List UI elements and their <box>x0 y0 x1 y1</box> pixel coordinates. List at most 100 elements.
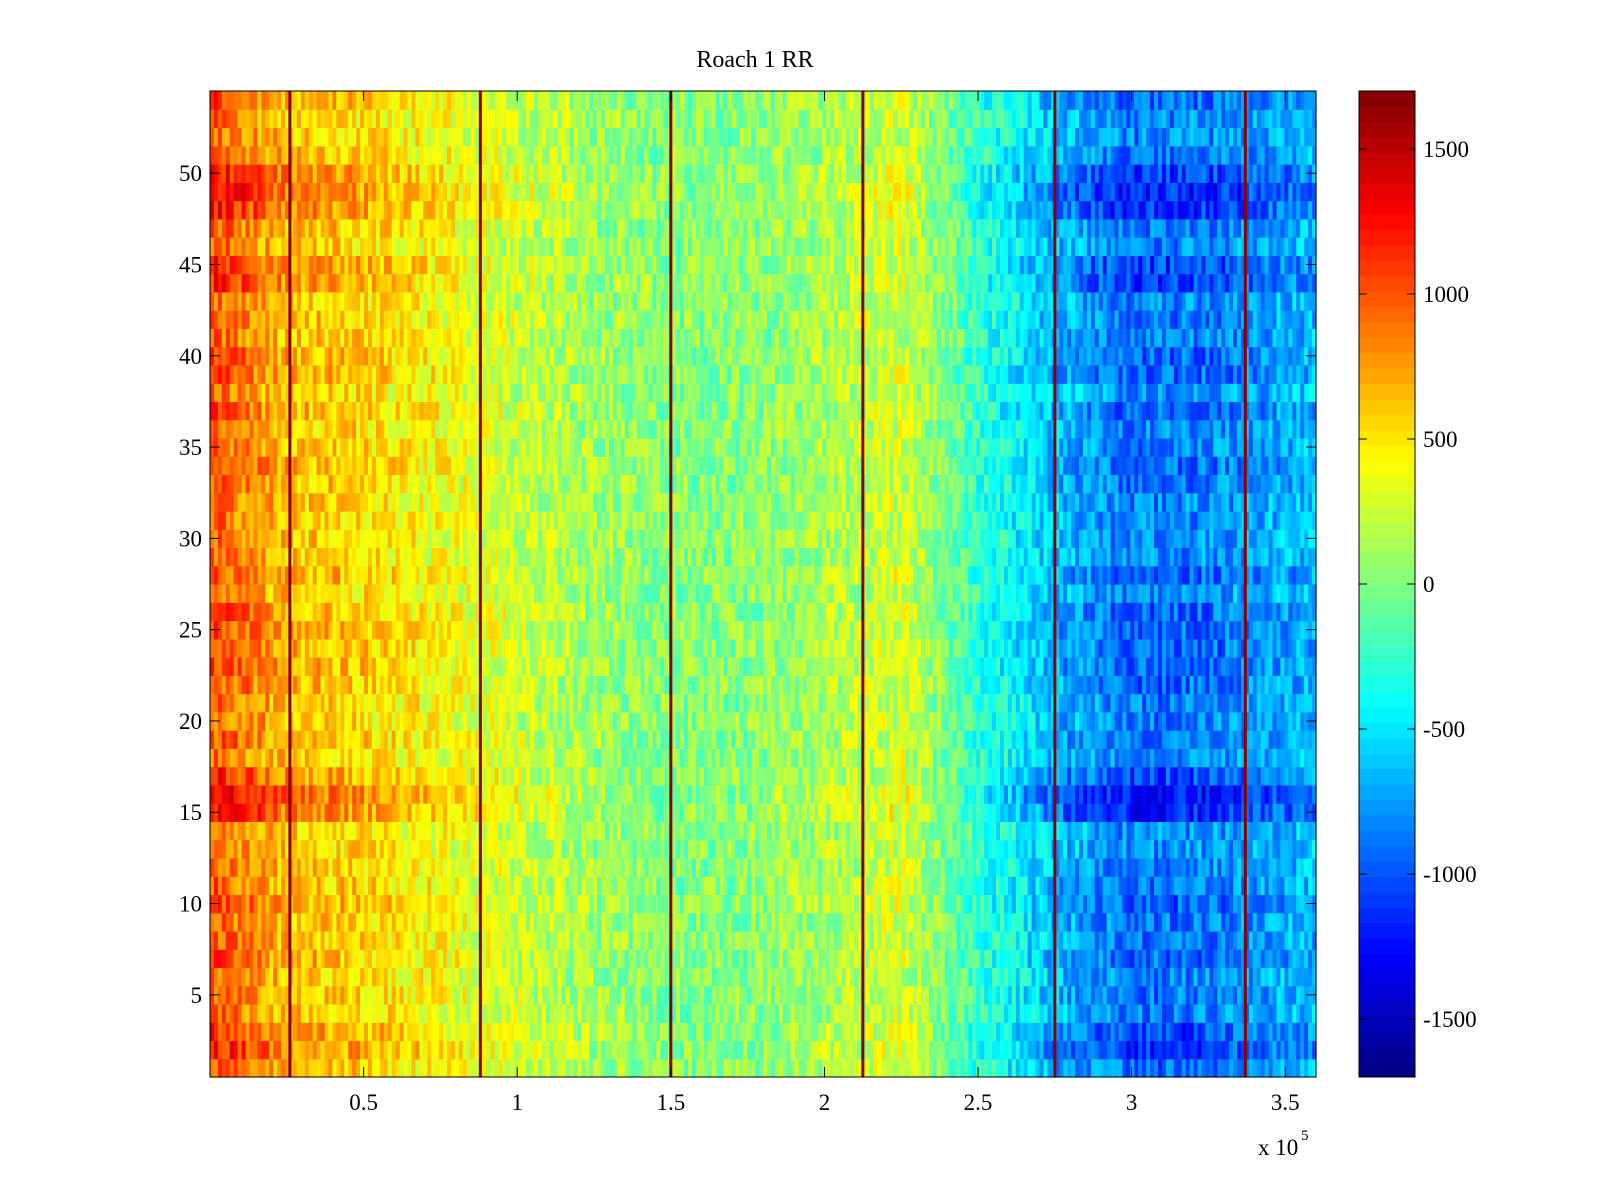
heatmap-cell <box>526 1004 531 1023</box>
heatmap-cell <box>810 1004 815 1023</box>
heatmap-cell <box>1091 821 1096 840</box>
heatmap-cell <box>735 840 740 859</box>
heatmap-cell <box>957 840 962 859</box>
heatmap-cell <box>830 840 835 859</box>
heatmap-cell <box>538 913 543 932</box>
heatmap-cell <box>937 986 942 1005</box>
heatmap-cell <box>988 785 993 804</box>
heatmap-cell <box>961 894 966 913</box>
heatmap-cell <box>1150 913 1155 932</box>
heatmap-cell <box>921 913 926 932</box>
heatmap-cell <box>1012 876 1017 895</box>
heatmap-cell <box>684 876 689 895</box>
heatmap-cell <box>909 840 914 859</box>
heatmap-cell <box>629 967 634 986</box>
heatmap-cell <box>352 1022 357 1041</box>
heatmap-cell <box>550 876 555 895</box>
heatmap-cell <box>439 1059 444 1078</box>
heatmap-cell <box>1154 1040 1159 1059</box>
heatmap-cell <box>257 949 262 968</box>
heatmap-cell <box>972 803 977 822</box>
heatmap-cell <box>1067 1022 1072 1041</box>
heatmap-cell <box>1043 1040 1048 1059</box>
heatmap-cell <box>822 785 827 804</box>
heatmap-cell <box>1253 785 1258 804</box>
heatmap-cell <box>803 894 808 913</box>
heatmap-cell <box>866 913 871 932</box>
heatmap-cell <box>372 876 377 895</box>
heatmap-cell <box>822 858 827 877</box>
heatmap-cell <box>976 1059 981 1078</box>
heatmap-cell <box>530 1059 535 1078</box>
heatmap-cell <box>522 748 527 767</box>
heatmap-cell <box>937 858 942 877</box>
heatmap-cell <box>735 949 740 968</box>
heatmap-cell <box>435 931 440 950</box>
heatmap-cell <box>253 949 258 968</box>
heatmap-cell <box>704 967 709 986</box>
heatmap-cell <box>775 785 780 804</box>
heatmap-cell <box>214 1022 219 1041</box>
heatmap-cell <box>641 986 646 1005</box>
heatmap-cell <box>909 949 914 968</box>
heatmap-cell <box>1205 876 1210 895</box>
heatmap-cell <box>1304 876 1309 895</box>
heatmap-cell <box>743 767 748 786</box>
heatmap-cell <box>431 803 436 822</box>
heatmap-cell <box>1308 913 1313 932</box>
heatmap-cell <box>1162 894 1167 913</box>
heatmap-cell <box>518 913 523 932</box>
heatmap-cell <box>1040 1022 1045 1041</box>
heatmap-cell <box>443 803 448 822</box>
heatmap-cell <box>1182 913 1187 932</box>
heatmap-cell <box>273 1040 278 1059</box>
heatmap-cell <box>961 931 966 950</box>
heatmap-cell <box>893 1059 898 1078</box>
heatmap-cell <box>803 986 808 1005</box>
heatmap-cell <box>629 821 634 840</box>
heatmap-cell <box>439 931 444 950</box>
heatmap-cell <box>791 858 796 877</box>
heatmap-cell <box>937 967 942 986</box>
heatmap-cell <box>712 767 717 786</box>
heatmap-cell <box>415 1059 420 1078</box>
heatmap-cell <box>1209 913 1214 932</box>
heatmap-cell <box>451 803 456 822</box>
heatmap-cell <box>803 1059 808 1078</box>
heatmap-cell <box>451 1022 456 1041</box>
heatmap-cell <box>799 967 804 986</box>
heatmap-cell <box>340 967 345 986</box>
heatmap-cell <box>645 840 650 859</box>
heatmap-cell <box>214 876 219 895</box>
heatmap-cell <box>313 1040 318 1059</box>
heatmap-cell <box>226 785 231 804</box>
heatmap-cell <box>1178 931 1183 950</box>
heatmap-cell <box>1292 803 1297 822</box>
heatmap-cell <box>921 894 926 913</box>
heatmap-cell <box>893 949 898 968</box>
heatmap-cell <box>558 876 563 895</box>
heatmap-cell <box>514 894 519 913</box>
heatmap-cell <box>735 986 740 1005</box>
heatmap-cell <box>277 748 282 767</box>
heatmap-cell <box>727 785 732 804</box>
heatmap-cell <box>526 748 531 767</box>
heatmap-cell <box>901 1059 906 1078</box>
heatmap-cell <box>866 785 871 804</box>
heatmap-cell <box>897 821 902 840</box>
heatmap-cell <box>743 949 748 968</box>
heatmap-cell <box>1269 858 1274 877</box>
heatmap-cell <box>329 967 334 986</box>
heatmap-cell <box>257 967 262 986</box>
heatmap-cell <box>1162 1022 1167 1041</box>
heatmap-cell <box>1087 876 1092 895</box>
heatmap-cell <box>1095 748 1100 767</box>
heatmap-cell <box>925 840 930 859</box>
heatmap-cell <box>850 1022 855 1041</box>
heatmap-cell <box>724 949 729 968</box>
heatmap-cell <box>325 858 330 877</box>
heatmap-cell <box>874 821 879 840</box>
heatmap-cell <box>854 1059 859 1078</box>
heatmap-cell <box>629 1004 634 1023</box>
heatmap-cell <box>656 1059 661 1078</box>
